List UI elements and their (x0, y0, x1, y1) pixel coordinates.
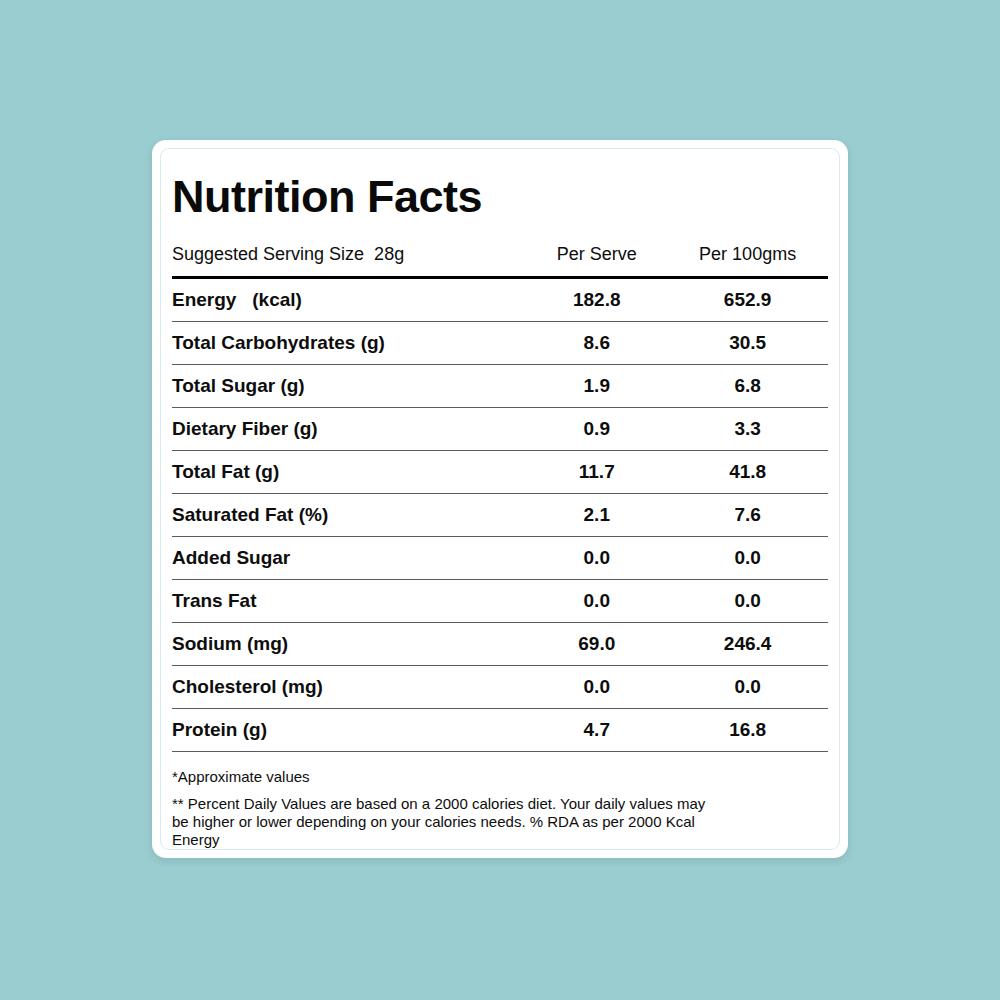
row-value-per-serve: 0.0 (526, 676, 667, 698)
row-value-per-serve: 8.6 (526, 332, 667, 354)
row-label: Saturated Fat (%) (172, 504, 526, 526)
row-label: Total Fat (g) (172, 461, 526, 483)
row-value-per-100gms: 652.9 (667, 289, 828, 311)
row-label: Cholesterol (mg) (172, 676, 526, 698)
column-header-per-serve: Per Serve (526, 244, 667, 265)
nutrition-facts-card: Nutrition Facts Suggested Serving Size 2… (152, 140, 848, 858)
footnote-approximate-values: *Approximate values (172, 768, 828, 785)
row-label: Trans Fat (172, 590, 526, 612)
row-value-per-100gms: 6.8 (667, 375, 828, 397)
nutrition-facts-title: Nutrition Facts (172, 172, 828, 222)
table-row-protein: Protein (g) 4.7 16.8 (172, 709, 828, 752)
table-row-sodium: Sodium (mg) 69.0 246.4 (172, 623, 828, 666)
row-value-per-serve: 0.9 (526, 418, 667, 440)
table-row-total-fat: Total Fat (g) 11.7 41.8 (172, 451, 828, 494)
row-label: Dietary Fiber (g) (172, 418, 526, 440)
table-row-total-carbohydrates: Total Carbohydrates (g) 8.6 30.5 (172, 322, 828, 365)
row-value-per-100gms: 30.5 (667, 332, 828, 354)
row-value-per-serve: 69.0 (526, 633, 667, 655)
row-value-per-serve: 11.7 (526, 461, 667, 483)
row-value-per-100gms: 246.4 (667, 633, 828, 655)
row-value-per-100gms: 0.0 (667, 547, 828, 569)
footnotes: *Approximate values ** Percent Daily Val… (172, 768, 828, 850)
row-value-per-serve: 0.0 (526, 547, 667, 569)
page-background: { "colors": { "background": "#99cdd0", "… (0, 0, 1000, 1000)
column-header-per-100gms: Per 100gms (667, 244, 828, 265)
table-header-row: Suggested Serving Size 28g Per Serve Per… (172, 238, 828, 279)
table-row-energy: Energy (kcal) 182.8 652.9 (172, 279, 828, 322)
row-value-per-serve: 182.8 (526, 289, 667, 311)
row-value-per-100gms: 0.0 (667, 590, 828, 612)
row-value-per-serve: 0.0 (526, 590, 667, 612)
row-label: Added Sugar (172, 547, 526, 569)
row-value-per-serve: 2.1 (526, 504, 667, 526)
table-row-trans-fat: Trans Fat 0.0 0.0 (172, 580, 828, 623)
table-row-total-sugar: Total Sugar (g) 1.9 6.8 (172, 365, 828, 408)
row-label: Total Carbohydrates (g) (172, 332, 526, 354)
row-value-per-serve: 1.9 (526, 375, 667, 397)
row-label: Sodium (mg) (172, 633, 526, 655)
row-label: Energy (kcal) (172, 289, 526, 311)
row-value-per-100gms: 41.8 (667, 461, 828, 483)
row-value-per-serve: 4.7 (526, 719, 667, 741)
row-value-per-100gms: 0.0 (667, 676, 828, 698)
row-value-per-100gms: 3.3 (667, 418, 828, 440)
table-row-dietary-fiber: Dietary Fiber (g) 0.9 3.3 (172, 408, 828, 451)
table-row-saturated-fat: Saturated Fat (%) 2.1 7.6 (172, 494, 828, 537)
nutrition-table: Suggested Serving Size 28g Per Serve Per… (172, 238, 828, 752)
row-value-per-100gms: 16.8 (667, 719, 828, 741)
footnote-daily-values: ** Percent Daily Values are based on a 2… (172, 795, 724, 850)
row-label: Total Sugar (g) (172, 375, 526, 397)
row-value-per-100gms: 7.6 (667, 504, 828, 526)
table-row-cholesterol: Cholesterol (mg) 0.0 0.0 (172, 666, 828, 709)
row-label: Protein (g) (172, 719, 526, 741)
serving-size-label: Suggested Serving Size 28g (172, 244, 526, 265)
table-row-added-sugar: Added Sugar 0.0 0.0 (172, 537, 828, 580)
